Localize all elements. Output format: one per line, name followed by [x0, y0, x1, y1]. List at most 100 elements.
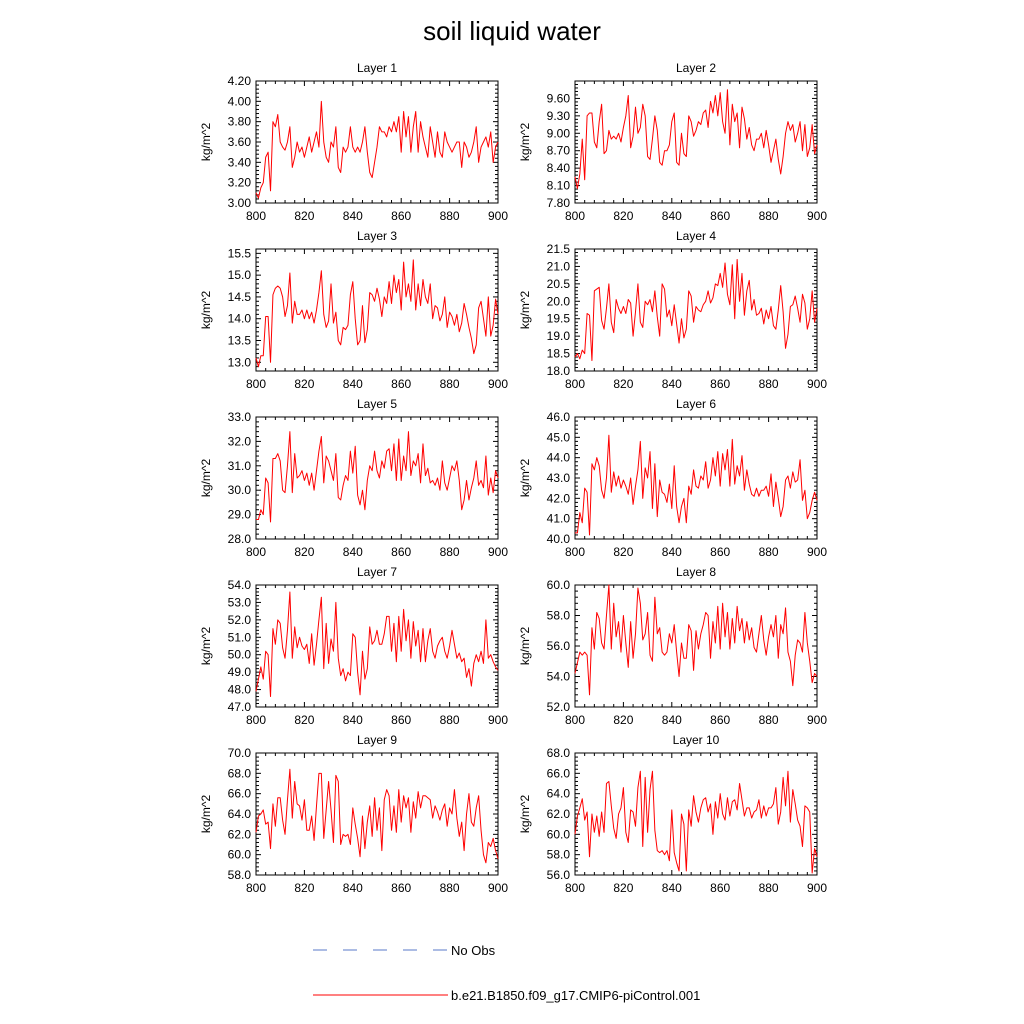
layer-8-ytick-label: 58.0: [547, 609, 571, 623]
layer-1-xtick-label: 800: [246, 209, 266, 223]
layer-1-ylabel: kg/m^2: [199, 123, 213, 162]
layer-1-xtick-label: 840: [343, 209, 363, 223]
layer-5-xtick-label: 820: [294, 545, 314, 559]
layer-1-series-line: [255, 100, 499, 199]
layer-10-title: Layer 10: [673, 733, 720, 747]
layer-3-plot-frame: [255, 248, 499, 372]
layer-5-title: Layer 5: [357, 397, 397, 411]
layer-3-xtick-label: 820: [294, 377, 314, 391]
layer-6-title: Layer 6: [676, 397, 716, 411]
layer-4-ytick-label: 20.5: [547, 277, 571, 291]
layer-4-xtick-label: 860: [710, 377, 730, 391]
layer-7-ytick-label: 47.0: [228, 700, 252, 714]
chart-layer-1: Layer 1 800 820 840 860 880 900 3.00 3.20 3.40 3.6…: [199, 61, 508, 223]
layer-3-title: Layer 3: [357, 229, 397, 243]
layer-7-ylabel: kg/m^2: [199, 627, 213, 666]
chart-layer-6: Layer 6 800 820 840 860 880 900 40.0 41.0 42.0 43.…: [518, 397, 827, 559]
layer-9-ytick-label: 70.0: [228, 746, 252, 760]
figure-title: soil liquid water: [423, 16, 601, 46]
chart-layer-7: Layer 7 800 820 840 860 880 900 47.0 48.0 49.0 50.…: [199, 565, 508, 727]
layer-5-ytick-label: 30.0: [228, 483, 252, 497]
legend-entry-model-run: b.e21.B1850.f09_g17.CMIP6-piControl.001: [313, 988, 700, 1003]
layer-2-xtick-label: 840: [662, 209, 682, 223]
layer-9-ylabel: kg/m^2: [199, 795, 213, 834]
layer-8-xtick-label: 840: [662, 713, 682, 727]
chart-layer-10: Layer 10 800 820 840 860 880 900 56.0 58.0 60.0 62…: [518, 733, 827, 895]
layer-2-ytick-label: 8.10: [547, 179, 571, 193]
layer-6-series-line: [575, 434, 818, 536]
layer-10-xtick-label: 900: [807, 881, 827, 895]
layer-8-xtick-label: 900: [807, 713, 827, 727]
layer-7-ytick-label: 53.0: [228, 595, 252, 609]
layer-2-ytick-label: 9.60: [547, 91, 571, 105]
layer-10-xtick-label: 820: [613, 881, 633, 895]
layer-4-title: Layer 4: [676, 229, 716, 243]
layer-7-series-line: [255, 591, 499, 698]
chart-layer-4: Layer 4 800 820 840 860 880 900 18.0 18.5 19.0 19.…: [518, 229, 827, 391]
layer-7-xtick-label: 840: [343, 713, 363, 727]
layer-8-xtick-label: 880: [759, 713, 779, 727]
layer-2-xtick-label: 860: [710, 209, 730, 223]
layer-1-title: Layer 1: [357, 61, 397, 75]
layer-3-ytick-label: 13.0: [228, 355, 252, 369]
layer-4-plot-frame: [574, 248, 818, 372]
layer-1-xtick-label: 860: [391, 209, 411, 223]
layer-3-xtick-label: 900: [488, 377, 508, 391]
layer-4-xtick-label: 840: [662, 377, 682, 391]
legend-entry-no-obs: No Obs: [313, 943, 496, 958]
layer-6-ytick-label: 43.0: [547, 471, 571, 485]
layer-10-ytick-label: 66.0: [547, 766, 571, 780]
layer-6-xtick-label: 820: [613, 545, 633, 559]
layer-1-xtick-label: 820: [294, 209, 314, 223]
layer-7-ytick-label: 54.0: [228, 578, 252, 592]
layer-1-ytick-label: 4.00: [228, 94, 252, 108]
layer-4-xtick-label: 820: [613, 377, 633, 391]
layer-10-xtick-label: 800: [565, 881, 585, 895]
layer-5-ytick-label: 31.0: [228, 459, 252, 473]
layer-7-ytick-label: 49.0: [228, 665, 252, 679]
layer-4-ytick-label: 20.0: [547, 294, 571, 308]
layer-7-xtick-label: 880: [440, 713, 460, 727]
layer-5-xtick-label: 840: [343, 545, 363, 559]
legend: No Obs b.e21.B1850.f09_g17.CMIP6-piContr…: [313, 943, 700, 1003]
layer-7-xtick-label: 820: [294, 713, 314, 727]
layer-2-xtick-label: 820: [613, 209, 633, 223]
layer-9-xtick-label: 880: [440, 881, 460, 895]
layer-9-xtick-label: 900: [488, 881, 508, 895]
layer-9-series-line: [255, 768, 499, 864]
layer-6-xtick-label: 860: [710, 545, 730, 559]
layer-1-plot-frame: [255, 80, 499, 204]
layer-10-ytick-label: 60.0: [547, 827, 571, 841]
layer-3-ytick-label: 13.5: [228, 334, 252, 348]
layer-5-ylabel: kg/m^2: [199, 459, 213, 498]
layer-2-ytick-label: 9.00: [547, 126, 571, 140]
layer-1-ytick-label: 4.20: [228, 74, 252, 88]
layer-9-xtick-label: 800: [246, 881, 266, 895]
layer-3-ylabel: kg/m^2: [199, 291, 213, 330]
layer-2-xtick-label: 800: [565, 209, 585, 223]
layer-10-xtick-label: 860: [710, 881, 730, 895]
layer-7-xtick-label: 800: [246, 713, 266, 727]
layer-10-xtick-label: 840: [662, 881, 682, 895]
chart-layer-8: Layer 8 800 820 840 860 880 900 52.0 54.0 56.0 58.…: [518, 565, 827, 727]
layer-9-xtick-label: 860: [391, 881, 411, 895]
layer-10-ylabel: kg/m^2: [518, 795, 532, 834]
layer-3-xtick-label: 840: [343, 377, 363, 391]
legend-label-no-obs: No Obs: [451, 943, 496, 958]
layer-5-ytick-label: 28.0: [228, 532, 252, 546]
layer-1-ytick-label: 3.40: [228, 155, 252, 169]
layer-6-xtick-label: 880: [759, 545, 779, 559]
layer-7-ytick-label: 52.0: [228, 613, 252, 627]
layer-5-ytick-label: 33.0: [228, 410, 252, 424]
layer-5-ytick-label: 29.0: [228, 508, 252, 522]
layer-8-ytick-label: 56.0: [547, 639, 571, 653]
layer-9-ytick-label: 66.0: [228, 787, 252, 801]
layer-6-ytick-label: 42.0: [547, 491, 571, 505]
layer-2-ytick-label: 9.30: [547, 109, 571, 123]
layer-2-ytick-label: 8.70: [547, 144, 571, 158]
layer-4-ytick-label: 18.0: [547, 364, 571, 378]
layer-6-xtick-label: 800: [565, 545, 585, 559]
layer-3-ytick-label: 14.5: [228, 290, 252, 304]
layer-10-ytick-label: 68.0: [547, 746, 571, 760]
